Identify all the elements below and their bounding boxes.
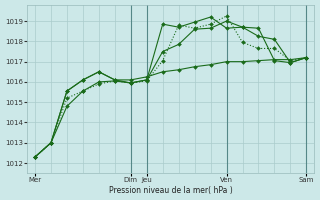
X-axis label: Pression niveau de la mer( hPa ): Pression niveau de la mer( hPa ) (109, 186, 233, 195)
